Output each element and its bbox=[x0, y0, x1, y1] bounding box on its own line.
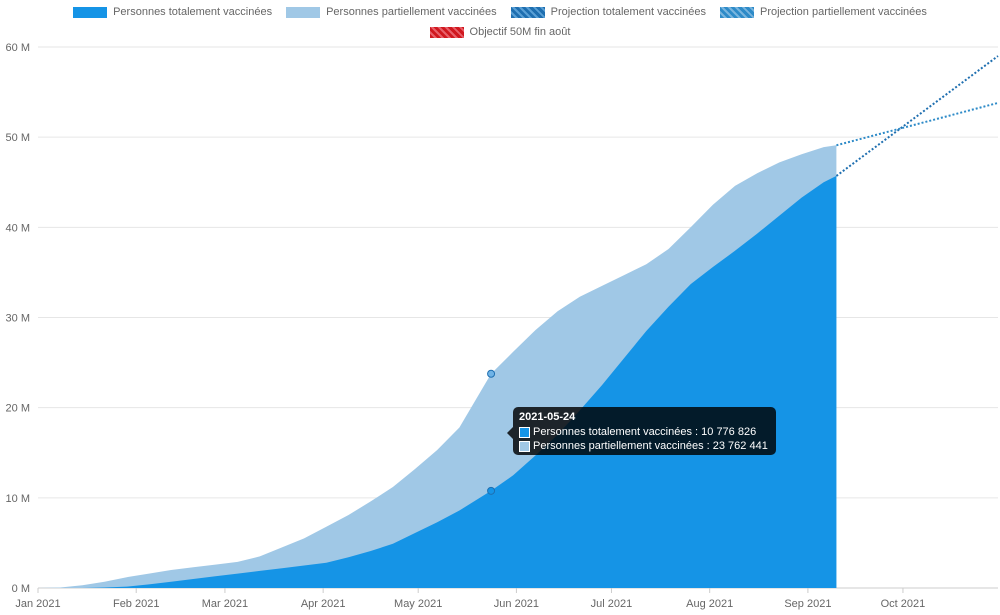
x-tick-label: Jan 2021 bbox=[15, 598, 60, 610]
legend-row-2: Objectif 50M fin août bbox=[0, 26, 1000, 38]
y-tick-label: 50 M bbox=[6, 132, 30, 144]
y-tick-label: 0 M bbox=[12, 583, 30, 595]
hover-markers bbox=[487, 369, 496, 495]
legend-swatch bbox=[719, 6, 754, 18]
projection-lines bbox=[835, 55, 999, 177]
projection-line bbox=[836, 101, 999, 147]
x-tick-label: Jun 2021 bbox=[494, 598, 539, 610]
y-tick-label: 10 M bbox=[6, 493, 30, 505]
tooltip-title: 2021-05-24 bbox=[519, 411, 576, 423]
hover-point bbox=[487, 486, 496, 495]
x-tick-label: Aug 2021 bbox=[686, 598, 733, 610]
legend-swatch bbox=[286, 6, 321, 18]
legend-label: Personnes totalement vaccinées bbox=[113, 6, 273, 18]
tooltip: 2021-05-24 Personnes totalement vaccinée… bbox=[507, 407, 776, 455]
axes: 0 M 10 M 20 M 30 M 40 M 50 M 60 M Jan 2021 Feb 2… bbox=[6, 42, 926, 610]
legend-label: Projection totalement vaccinées bbox=[550, 6, 706, 18]
y-tick-label: 40 M bbox=[6, 222, 30, 234]
tooltip-swatch bbox=[519, 426, 530, 438]
x-tick-label: Mar 2021 bbox=[202, 598, 248, 610]
x-tick-label: Oct 2021 bbox=[881, 598, 926, 610]
tooltip-swatch bbox=[519, 440, 530, 452]
hover-point bbox=[487, 369, 496, 378]
tooltip-text: Personnes partiellement vaccinées : 23 7… bbox=[533, 440, 768, 452]
legend-label: Objectif 50M fin août bbox=[469, 26, 571, 38]
x-tick-label: May 2021 bbox=[394, 598, 442, 610]
legend-swatch bbox=[510, 6, 545, 18]
legend-item-partiellement[interactable]: Personnes partiellement vaccinées bbox=[286, 6, 497, 18]
y-tick-label: 60 M bbox=[6, 42, 30, 54]
area-series bbox=[38, 145, 837, 589]
legend-item-objectif[interactable]: Objectif 50M fin août bbox=[429, 26, 571, 38]
legend-swatch bbox=[73, 6, 108, 18]
tooltip-row: Personnes partiellement vaccinées : 23 7… bbox=[519, 439, 770, 453]
legend-item-projection-totalement[interactable]: Projection totalement vaccinées bbox=[510, 6, 706, 18]
legend-label: Personnes partiellement vaccinées bbox=[326, 6, 497, 18]
projection-line bbox=[835, 55, 999, 177]
x-tick-label: Sep 2021 bbox=[784, 598, 831, 610]
legend-swatch bbox=[429, 26, 464, 38]
y-tick-label: 20 M bbox=[6, 403, 30, 415]
x-tick-label: Jul 2021 bbox=[591, 598, 633, 610]
legend-row-1: Personnes totalement vaccinées Personnes… bbox=[0, 6, 1000, 18]
legend-item-totalement[interactable]: Personnes totalement vaccinées bbox=[73, 6, 272, 18]
y-tick-label: 30 M bbox=[6, 313, 30, 325]
area-personnes-totalement-vaccinées bbox=[38, 175, 837, 588]
legend-item-projection-partiellement[interactable]: Projection partiellement vaccinées bbox=[719, 6, 927, 18]
x-tick-label: Apr 2021 bbox=[301, 598, 346, 610]
legend-label: Projection partiellement vaccinées bbox=[759, 6, 927, 18]
tooltip-row: Personnes totalement vaccinées : 10 776 … bbox=[519, 425, 770, 439]
x-tick-label: Feb 2021 bbox=[113, 598, 159, 610]
tooltip-text: Personnes totalement vaccinées : 10 776 … bbox=[533, 426, 757, 438]
